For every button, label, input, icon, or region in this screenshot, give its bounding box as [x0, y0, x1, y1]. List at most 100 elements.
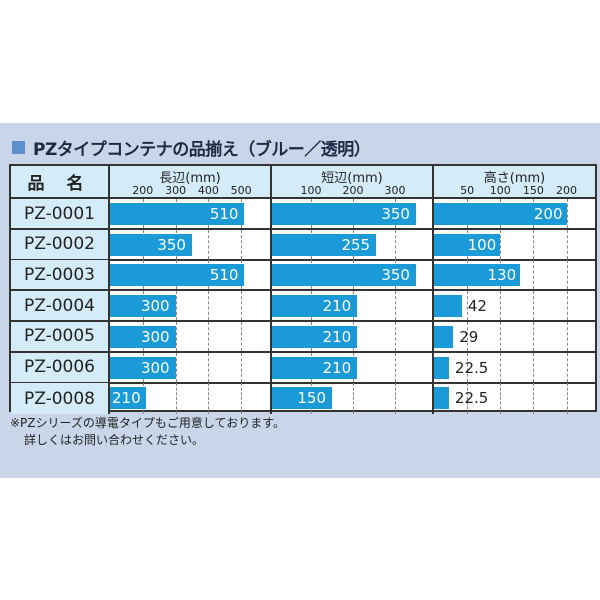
tick-label: 300 [165, 184, 187, 197]
bar [110, 356, 176, 379]
gridline [175, 352, 177, 382]
bar [272, 264, 416, 287]
table-row: PZ-0006 300 210 22.5 [11, 352, 595, 384]
tick-label: 300 [384, 184, 406, 197]
product-name: PZ-0002 [11, 229, 110, 259]
chart-title: PZタイプコンテナの品揃え（ブルー／透明） [12, 135, 371, 160]
data-label: 22.5 [454, 389, 489, 408]
tick-label: 200 [342, 184, 364, 197]
bar-cell: 200 [434, 199, 595, 228]
data-label: 300 [140, 358, 170, 377]
panel-title: 高さ(mm) [483, 171, 546, 186]
data-label: 22.5 [454, 358, 489, 377]
tick-label: 500 [230, 184, 252, 197]
gridline [566, 260, 568, 290]
gridline [208, 383, 210, 415]
product-name: PZ-0008 [11, 383, 110, 415]
data-label: 350 [381, 266, 410, 285]
title-text: PZタイプコンテナの品揃え（ブルー／透明） [33, 140, 371, 160]
bar-cell: 350 [272, 260, 434, 290]
gridline [208, 291, 210, 321]
product-name: PZ-0004 [11, 291, 110, 321]
footnote: ※PZシリーズの導電タイプもご用意しております。 詳しくはお問い合わせください。 [10, 415, 285, 449]
product-name: PZ-0006 [11, 352, 110, 382]
gridline [533, 229, 535, 259]
gridline [533, 383, 535, 415]
bar [434, 356, 449, 379]
gridline [467, 383, 469, 415]
bar [272, 203, 416, 225]
data-label: 350 [381, 205, 410, 223]
bar-cell: 130 [434, 260, 595, 290]
table-row: PZ-0002 350 255 100 [11, 229, 595, 261]
bar [272, 325, 358, 348]
bar-cell: 210 [110, 383, 272, 415]
gridline [208, 229, 210, 259]
bar-cell: 210 [272, 291, 434, 321]
bar [110, 325, 176, 348]
gridline [394, 383, 396, 415]
bar [272, 387, 332, 410]
gridline [467, 321, 469, 351]
gridline [175, 321, 177, 351]
bar-cell: 300 [110, 321, 272, 351]
table-row: PZ-0004 300 210 42 [11, 291, 595, 323]
data-label: 510 [209, 205, 239, 223]
gridline [353, 383, 354, 415]
tick-label: 100 [489, 184, 511, 197]
tick-label: 200 [556, 184, 577, 197]
data-label: 350 [157, 235, 186, 254]
footnote-line: 詳しくはお問い合わせください。 [24, 433, 205, 447]
bar [434, 325, 454, 348]
data-label: 510 [209, 266, 239, 285]
product-name: PZ-0005 [11, 321, 110, 351]
gridline [533, 291, 535, 321]
gridline [500, 229, 502, 259]
data-label: 42 [467, 297, 487, 316]
data-label: 255 [341, 235, 371, 254]
gridline [566, 321, 568, 351]
gridline [208, 352, 210, 382]
tick-label: 400 [197, 184, 219, 197]
data-label: 300 [140, 297, 170, 316]
gridline [500, 352, 502, 382]
bar-cell: 510 [110, 199, 272, 228]
gridline [241, 229, 243, 259]
bar [434, 203, 567, 225]
gridline [394, 321, 396, 351]
gridline [500, 321, 502, 351]
tick-label: 100 [300, 184, 322, 197]
gridline [566, 199, 568, 228]
bar-cell: 350 [110, 229, 272, 259]
bar-cell: 210 [272, 352, 434, 382]
data-label: 210 [322, 358, 352, 377]
gridline [467, 291, 469, 321]
bar [272, 295, 358, 318]
tick-label: 200 [132, 184, 154, 197]
bar [110, 387, 147, 410]
bar [110, 233, 192, 256]
gridline [533, 352, 535, 382]
bar-cell: 150 [272, 383, 434, 415]
gridline [208, 321, 210, 351]
product-name: PZ-0003 [11, 260, 110, 290]
gridline [394, 291, 396, 321]
square-bullet-icon [12, 141, 25, 154]
data-label: 100 [467, 235, 497, 254]
panel-title: 短辺(mm) [321, 171, 383, 186]
gridline [241, 291, 243, 321]
bar [110, 264, 245, 287]
data-label: 200 [533, 205, 563, 223]
data-label: 210 [322, 297, 352, 316]
bar-cell: 100 [434, 229, 595, 259]
name-header: 品 名 [11, 166, 110, 199]
gridline [241, 352, 243, 382]
bar-cell: 255 [272, 229, 434, 259]
table-row: PZ-0008 210 150 22.5 [11, 383, 595, 415]
table-row: PZ-0005 300 210 29 [11, 321, 595, 353]
gridline [566, 229, 568, 259]
bar [434, 295, 462, 318]
gridline [175, 383, 177, 415]
bar-cell: 300 [110, 352, 272, 382]
data-label: 130 [487, 266, 517, 285]
